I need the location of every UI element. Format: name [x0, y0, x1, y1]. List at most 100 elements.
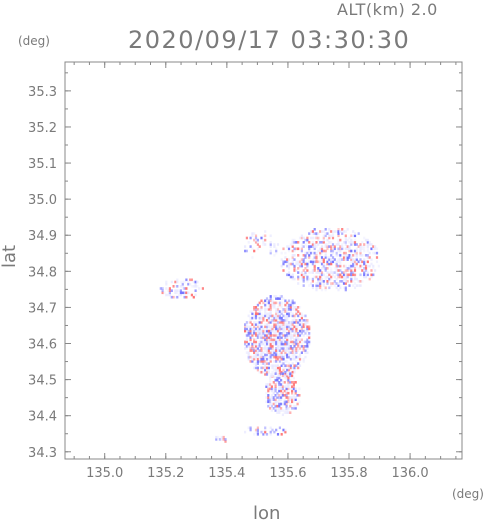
echo-cell [304, 262, 307, 266]
echo-cell [341, 275, 344, 279]
echo-cell [353, 260, 357, 264]
echo-cell [350, 243, 353, 246]
echo-cell [348, 273, 351, 277]
echo-cell [330, 267, 333, 270]
echo-cell [308, 241, 311, 244]
echo-cell [295, 308, 298, 311]
echo-cell [300, 249, 303, 253]
echo-cell [331, 234, 335, 238]
echo-cell [291, 275, 294, 279]
echo-cell [285, 402, 288, 406]
echo-cell [286, 334, 289, 337]
echo-cell [176, 285, 179, 288]
echo-cell [342, 254, 346, 257]
echo-cell [253, 327, 256, 331]
echo-cell [267, 340, 270, 344]
echo-cell [256, 360, 259, 363]
echo-cell [267, 351, 270, 354]
echo-cell [265, 362, 269, 365]
echo-cell [291, 262, 294, 266]
echo-cell [302, 340, 305, 344]
echo-cell [258, 345, 261, 348]
echo-cell [319, 271, 322, 274]
echo-cell [287, 342, 291, 346]
echo-cell [269, 299, 272, 303]
echo-cell [267, 345, 270, 348]
echo-cell [276, 312, 280, 316]
echo-cell [295, 355, 298, 359]
echo-cell [275, 325, 278, 329]
echo-cell [333, 284, 336, 287]
echo-cell [293, 351, 296, 354]
echo-cell [278, 394, 281, 397]
echo-cell [264, 323, 267, 326]
echo-cell [265, 334, 269, 337]
echo-cell [276, 321, 280, 324]
echo-cell [302, 325, 305, 329]
echo-cell [276, 353, 280, 357]
echo-cell [297, 355, 300, 359]
echo-cell [304, 329, 307, 333]
echo-cell [272, 387, 275, 391]
echo-cell [315, 232, 318, 235]
echo-cell [258, 370, 261, 374]
echo-cell [304, 260, 307, 264]
echo-cell [254, 310, 258, 313]
echo-cell [275, 351, 278, 354]
echo-cell [265, 391, 268, 395]
echo-cell [278, 332, 281, 335]
echo-cell [269, 433, 272, 436]
echo-cell [254, 340, 258, 344]
echo-cell [283, 394, 286, 397]
echo-cell [331, 243, 335, 246]
echo-cell [245, 249, 248, 253]
echo-cell [192, 285, 195, 288]
echo-cell [375, 260, 379, 264]
echo-cell [245, 325, 248, 329]
echo-cell [320, 277, 324, 281]
echo-cell [276, 433, 280, 436]
echo-cell [322, 258, 325, 261]
echo-cell [350, 234, 353, 238]
echo-cell [289, 347, 292, 350]
echo-cell [273, 364, 276, 367]
echo-cell [254, 327, 258, 331]
echo-cell [262, 430, 265, 434]
echo-cell [192, 280, 195, 284]
echo-cell [253, 308, 256, 311]
echo-cell [278, 366, 281, 370]
echo-cell [291, 308, 294, 311]
echo-cell [260, 360, 263, 363]
echo-cell [342, 241, 346, 244]
echo-cell [282, 329, 285, 333]
echo-cell [256, 321, 259, 324]
echo-cell [300, 247, 303, 251]
echo-cell [258, 329, 261, 333]
x-tick-label: 135.0 [86, 466, 123, 481]
echo-cell [269, 251, 272, 255]
echo-cell [280, 394, 283, 397]
echo-cell [291, 351, 294, 354]
echo-cell [262, 332, 265, 335]
echo-cell [179, 291, 182, 295]
echo-cell [274, 398, 277, 401]
echo-cell [326, 256, 329, 259]
echo-cell [308, 254, 311, 257]
x-tick-label: 135.4 [208, 466, 245, 481]
echo-cell [269, 340, 272, 344]
echo-cell [253, 351, 256, 354]
echo-cell [258, 334, 261, 337]
echo-cell [320, 262, 324, 266]
echo-cell [286, 355, 289, 359]
echo-cell [267, 389, 270, 393]
echo-cell [352, 284, 355, 287]
echo-cell [297, 334, 300, 337]
echo-cell [363, 249, 366, 253]
echo-cell [287, 407, 290, 410]
echo-cell [302, 254, 305, 257]
echo-cell [287, 267, 291, 270]
echo-cell [273, 325, 276, 329]
echo-cell [289, 345, 292, 348]
echo-cell [319, 284, 322, 287]
echo-cell [251, 342, 254, 346]
